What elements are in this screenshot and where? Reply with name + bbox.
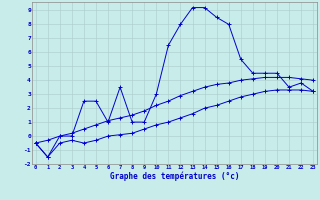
X-axis label: Graphe des températures (°c): Graphe des températures (°c) [110,172,239,181]
